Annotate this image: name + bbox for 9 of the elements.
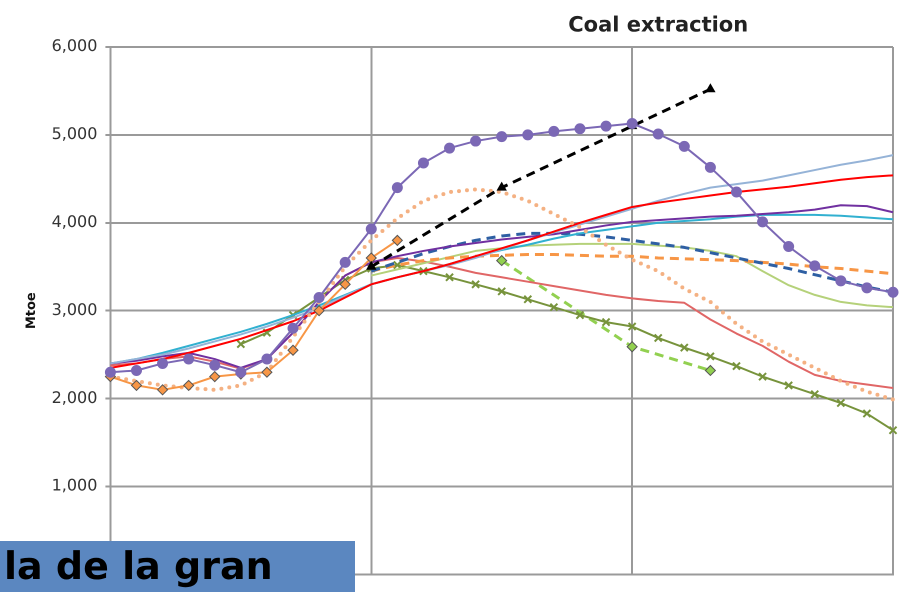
y-tick-label: 6,000 (52, 36, 98, 56)
y-axis-title: Mtoe (24, 292, 40, 330)
chart-title: Coal extraction (568, 12, 748, 36)
y-tick-label: 3,000 (52, 300, 98, 319)
y-tick-label: 4,000 (52, 212, 98, 231)
y-tick-label: 5,000 (52, 124, 98, 144)
annotation: la de la gran (0, 541, 355, 592)
y-tick-label: 2,000 (52, 388, 98, 407)
y-tick-label: 1,000 (52, 476, 98, 495)
